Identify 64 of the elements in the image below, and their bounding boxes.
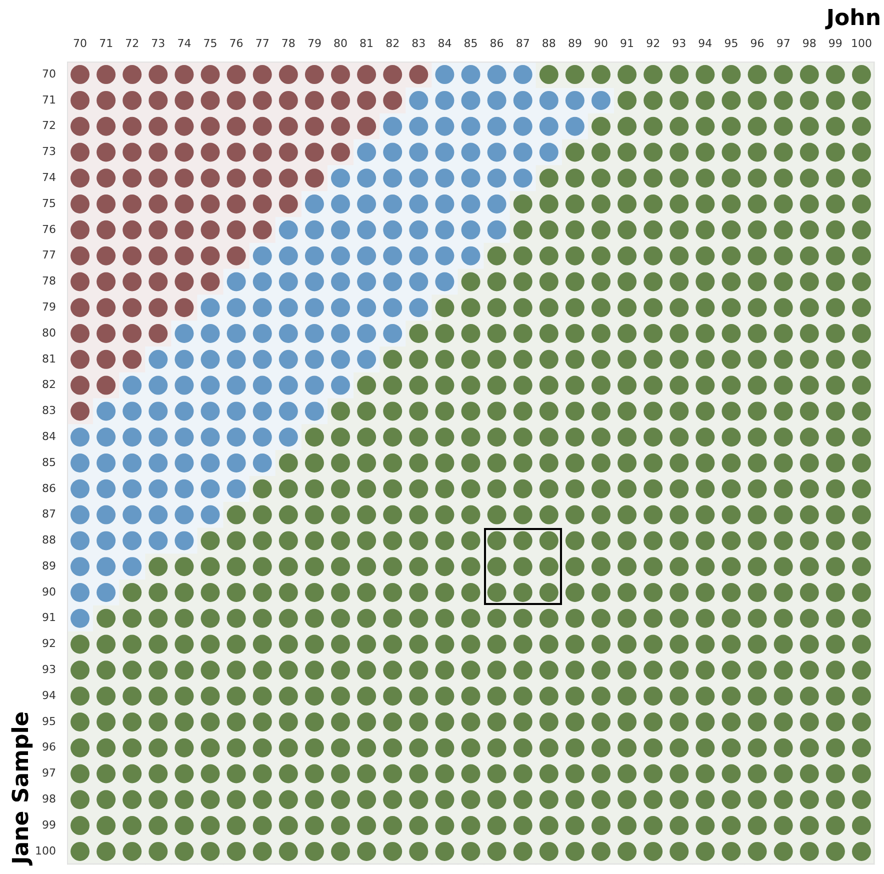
x-tick-label: 72 [125,36,140,50]
chart-title: John [824,6,881,31]
y-tick-label: 75 [42,196,56,210]
y-tick-label: 80 [42,326,56,340]
y-tick-label: 79 [42,300,56,314]
y-tick-label: 81 [42,352,56,366]
y-tick-label: 76 [42,222,56,236]
y-tick-label: 78 [42,274,56,288]
y-tick-label: 98 [42,792,56,806]
x-tick-label: 87 [516,36,530,50]
x-tick-label: 70 [73,36,88,50]
y-tick-label: 72 [42,119,56,132]
x-tick-label: 74 [177,36,192,50]
x-tick-label: 100 [850,36,872,50]
x-tick-label: 85 [464,36,478,50]
x-tick-label: 89 [568,36,582,50]
y-tick-label: 95 [42,714,56,728]
x-tick-label: 78 [281,36,296,50]
y-tick-label: 93 [42,663,56,676]
y-tick-label: 71 [42,93,56,106]
x-tick-label: 79 [307,36,322,50]
x-tick-label: 76 [229,36,244,50]
x-tick-label: 81 [360,36,374,50]
x-tick-label: 77 [255,36,270,50]
y-tick-label: 82 [42,378,56,392]
y-tick-label: 100 [34,844,56,858]
x-tick-label: 83 [412,36,426,50]
x-tick-label: 71 [99,36,114,50]
x-tick-label: 90 [594,36,608,50]
x-tick-label: 97 [776,36,790,50]
x-tick-label: 96 [750,36,764,50]
y-tick-label: 90 [42,585,56,598]
y-tick-label: 87 [42,508,56,521]
y-tick-label: 99 [42,818,56,832]
x-tick-label: 99 [828,36,842,50]
y-tick-label: 92 [42,637,56,650]
x-tick-label: 84 [438,36,452,50]
y-tick-label: 86 [42,482,56,495]
x-tick-label: 75 [203,36,218,50]
x-tick-label: 92 [646,36,660,50]
y-tick-label: 85 [42,456,56,469]
x-tick-label: 82 [386,36,400,50]
y-tick-label: 88 [42,534,56,547]
y-tick-label: 70 [42,67,56,80]
x-tick-label: 80 [334,36,348,50]
x-tick-label: 91 [620,36,634,50]
y-tick-label: 91 [42,611,56,624]
x-tick-label: 98 [802,36,816,50]
x-tick-label: 93 [672,36,686,50]
y-axis-title: Jane Sample [9,711,34,866]
y-tick-label: 73 [42,145,56,158]
y-tick-label: 83 [42,404,56,418]
y-tick-label: 77 [42,248,56,262]
y-tick-label: 74 [42,170,56,184]
y-tick-label: 89 [42,559,56,572]
y-tick-label: 96 [42,740,56,754]
x-tick-label: 94 [698,36,712,50]
y-tick-label: 97 [42,766,56,780]
y-tick-label: 94 [42,688,56,702]
x-tick-label: 73 [151,36,166,50]
x-tick-label: 95 [724,36,738,50]
y-tick-label: 84 [42,430,56,443]
x-tick-label: 86 [490,36,504,50]
x-tick-label: 88 [542,36,556,50]
